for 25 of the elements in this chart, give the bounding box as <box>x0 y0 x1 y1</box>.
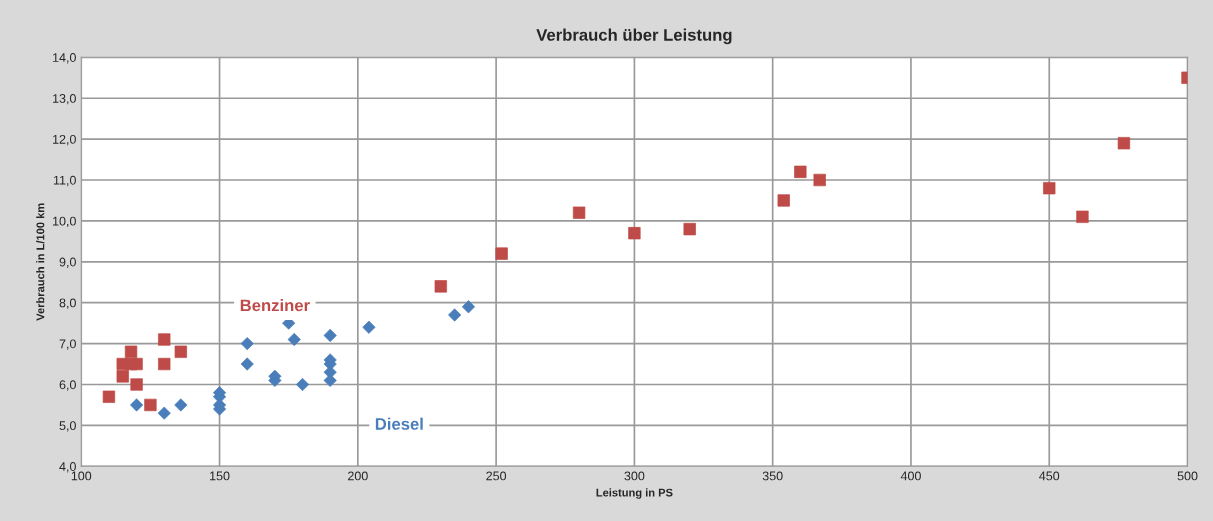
x-tick-label: 250 <box>486 471 507 481</box>
x-tick-label: 200 <box>348 471 368 481</box>
y-tick-label: 14,0 <box>53 53 76 64</box>
x-tick-label: 150 <box>210 471 230 481</box>
y-tick-label: 8,0 <box>59 298 76 309</box>
x-axis-title: Leistung in PS <box>596 488 673 499</box>
y-tick-label: 5,0 <box>59 421 76 432</box>
y-axis-title: Verbrauch in L/100 km <box>36 203 45 321</box>
y-tick-label: 11,0 <box>53 175 76 187</box>
x-tick-label: 350 <box>762 471 783 481</box>
y-tick-label: 6,0 <box>59 380 76 391</box>
y-tick-label: 12,0 <box>53 134 76 146</box>
y-tick-label: 4,0 <box>59 462 76 473</box>
x-tick-label: 450 <box>1039 471 1060 481</box>
text: Benziner <box>240 299 310 312</box>
y-tick-label: 10,0 <box>53 216 76 228</box>
x-tick-label: 400 <box>900 471 921 481</box>
x-tick-label: 100 <box>71 471 92 481</box>
y-tick-label: 7,0 <box>59 339 76 350</box>
text: Diesel <box>375 417 423 430</box>
x-tick-label: 500 <box>1177 471 1198 481</box>
x-tick-label: 300 <box>624 471 645 481</box>
y-tick-label: 13,0 <box>53 94 76 105</box>
chart-title: Verbrauch über Leistung <box>536 28 732 45</box>
y-tick-label: 9,0 <box>59 257 76 268</box>
